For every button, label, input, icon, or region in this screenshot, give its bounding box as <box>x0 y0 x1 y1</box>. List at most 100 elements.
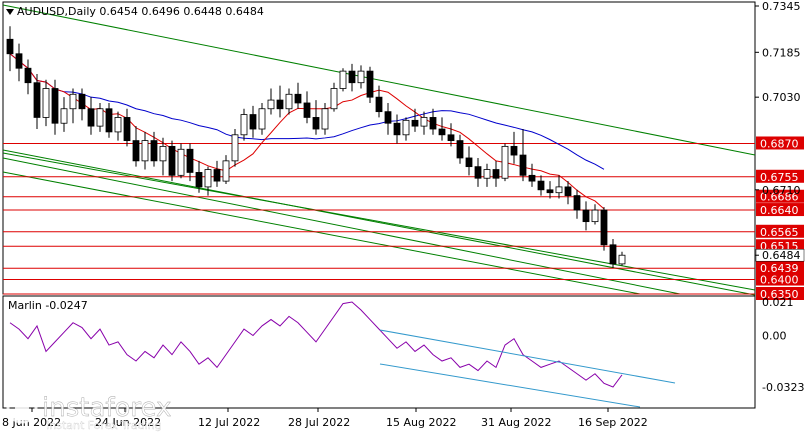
moving-averages <box>9 53 605 210</box>
time-label: 28 Jul 2022 <box>288 416 350 429</box>
time-label: 8 Jun 2022 <box>2 416 61 429</box>
candle-body <box>51 88 59 124</box>
candle-body <box>150 140 158 162</box>
level-label: 0.6640 <box>760 204 799 217</box>
candle-body <box>159 145 167 162</box>
price-axis: 0.7345 0.7185 0.7030 0.6710 0.6484 <box>755 0 805 262</box>
trend-line[interactable] <box>2 4 756 156</box>
candle-body <box>15 53 23 69</box>
dropdown-triangle-icon[interactable] <box>6 9 14 15</box>
candle-body <box>123 117 131 141</box>
time-label: 12 Jul 2022 <box>198 416 260 429</box>
trend-channel-lines[interactable] <box>2 4 756 296</box>
time-label: 16 Sep 2022 <box>578 416 648 429</box>
candle-body <box>42 88 50 118</box>
candle-body <box>240 114 248 136</box>
time-label: 24 Jun 2022 <box>95 416 161 429</box>
candle-body <box>258 108 266 130</box>
watermark: instaforex Instant Forex Trading <box>6 392 206 432</box>
candle-body <box>555 186 563 194</box>
time-label: 31 Aug 2022 <box>481 416 551 429</box>
candle-body <box>195 172 203 188</box>
level-tag <box>756 136 804 150</box>
candle-body <box>402 119 410 136</box>
candle-body <box>276 99 284 110</box>
candle-body <box>204 169 212 188</box>
candle-body <box>285 93 293 110</box>
symbol-header: AUDUSD,Daily 0.6454 0.6496 0.6448 0.6484 <box>17 5 264 18</box>
candle-body <box>393 122 401 136</box>
level-label: 0.6439 <box>760 262 799 275</box>
candle-body <box>321 108 329 130</box>
candle-body <box>420 117 428 127</box>
osc-channel-lower[interactable] <box>379 363 641 408</box>
candle-body <box>249 114 257 130</box>
candle-body <box>510 145 518 156</box>
time-label: 15 Aug 2022 <box>386 416 456 429</box>
candle-body <box>339 70 347 89</box>
candle-body <box>105 108 113 133</box>
level-label: 0.6870 <box>760 137 799 150</box>
candle-body <box>60 108 68 124</box>
candle-body <box>537 180 545 191</box>
trend-line[interactable] <box>2 149 756 296</box>
candle-body <box>186 148 194 173</box>
price-tick-label: 0.6710 <box>762 184 801 197</box>
marlin-line <box>9 301 623 388</box>
candle-body <box>78 93 86 110</box>
candle-body <box>474 166 482 179</box>
ma-slow-line <box>9 53 605 170</box>
candle-body <box>528 174 536 182</box>
candle-body <box>141 140 149 162</box>
marlin-oscillator: 0.021 0.00 -0.0323 <box>9 296 804 408</box>
instaforex-logo-icon <box>6 392 38 424</box>
price-tick-label: 0.7185 <box>762 46 801 59</box>
candle-body <box>312 117 320 130</box>
candle-body <box>330 88 338 110</box>
candle-body <box>600 209 608 246</box>
trend-line[interactable] <box>2 157 681 295</box>
level-tag <box>756 203 804 217</box>
horizontal-levels[interactable]: 0.68700.67550.66860.66400.65650.65150.64… <box>3 136 804 301</box>
candle-body <box>429 117 437 130</box>
candle-body <box>114 117 122 133</box>
candle-body <box>33 82 41 118</box>
candle-body <box>132 140 140 162</box>
main-panel-border <box>2 1 756 295</box>
candle-body <box>483 169 491 179</box>
candle-body <box>357 70 365 84</box>
candle-body <box>438 128 446 136</box>
candle-body <box>24 67 32 84</box>
watermark-tagline: Instant Forex Trading <box>46 419 162 432</box>
trend-line[interactable] <box>2 152 756 291</box>
candle-body <box>573 195 581 211</box>
ma-fast-line <box>9 53 605 210</box>
osc-scale-label: -0.0323 <box>762 381 804 394</box>
trend-line[interactable] <box>2 171 641 295</box>
candle-body <box>231 134 239 162</box>
candle-body <box>6 38 14 55</box>
candle-body <box>96 108 104 127</box>
candle-body <box>177 148 185 176</box>
level-tag <box>756 287 804 300</box>
candle-body <box>303 102 311 118</box>
candle-body <box>582 209 590 223</box>
candle-body <box>609 244 617 265</box>
candlesticks <box>6 26 626 268</box>
level-tag <box>756 261 804 275</box>
osc-channel-upper[interactable] <box>379 329 676 384</box>
candle-body <box>87 108 95 127</box>
candle-body <box>447 134 455 141</box>
candle-body <box>267 99 275 110</box>
candle-body <box>222 160 230 182</box>
candle-body <box>618 254 626 265</box>
candle-body <box>384 111 392 124</box>
candle-body <box>375 96 383 113</box>
price-tick-label: 0.7345 <box>762 0 801 13</box>
level-tag <box>756 272 804 286</box>
level-tag <box>756 224 804 238</box>
candle-body <box>492 169 500 179</box>
time-axis: 8 Jun 2022 24 Jun 2022 12 Jul 2022 28 Jul 2… <box>2 408 648 429</box>
candle-body <box>348 70 356 84</box>
